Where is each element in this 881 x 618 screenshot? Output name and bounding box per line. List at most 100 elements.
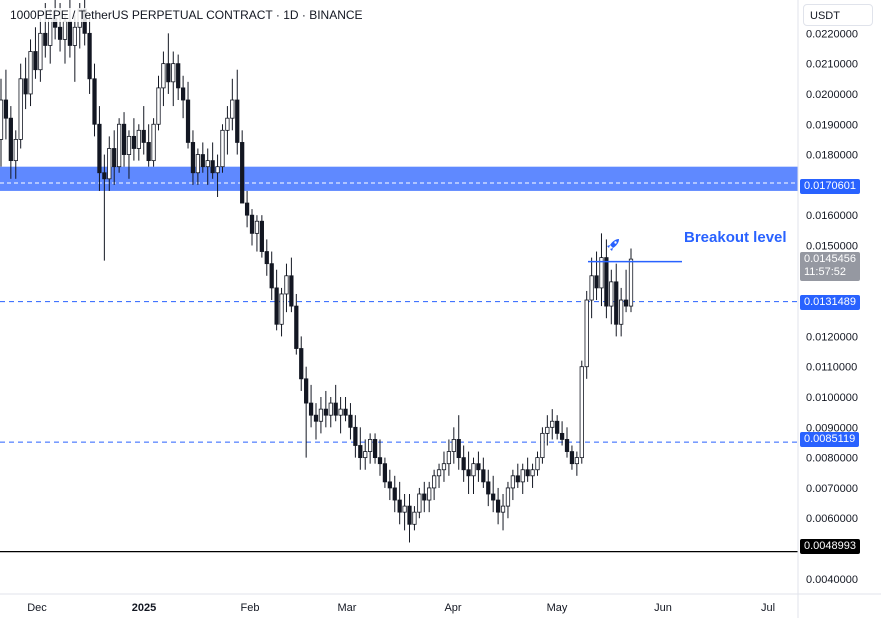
candle-body-105 [515,475,520,483]
candle-body-55 [269,263,274,289]
candle-body-104 [510,475,515,489]
candle-body-107 [525,469,530,477]
candle-body-78 [382,463,388,483]
candle-body-48 [235,99,240,143]
y-tick-label-5: 0.0160000 [806,210,858,222]
candle-body-44 [215,166,220,174]
candle-body-114 [559,432,565,440]
candle-body-30 [146,142,151,162]
candle-body-112 [550,420,555,428]
candle-body-73 [358,445,363,459]
candle-body-63 [308,402,314,416]
candle-body-87 [427,487,432,501]
candle-body-82 [402,505,407,513]
y-tick-label-9: 0.0100000 [806,392,858,404]
candle-body-59 [289,275,294,307]
candle-body-27 [131,135,137,149]
y-tick-label-7: 0.0120000 [806,331,858,343]
candle-body-21 [102,172,107,180]
x-tick-label-2: Feb [241,602,260,614]
candle-body-60 [294,305,299,349]
candle-body-25 [121,123,127,155]
candle-body-47 [230,99,235,119]
candle-body-97 [476,463,481,471]
candle-body-111 [545,426,550,434]
currency-selector[interactable]: USDT [803,4,873,26]
candle-body-85 [417,493,422,513]
level-price-tag-1: 0.0131489 [800,295,860,310]
candle-body-122 [599,257,604,289]
candle-body-9 [43,32,48,46]
candle-body-53 [259,220,264,252]
candle-body-18 [87,32,92,80]
candle-body-49 [240,142,245,204]
candle-body-115 [564,439,570,452]
candle-body-29 [141,129,146,143]
candle-body-54 [264,251,269,265]
candle-body-91 [446,451,452,465]
candle-body-10 [48,17,53,46]
candle-body-65 [318,408,324,422]
candle-body-64 [313,414,319,422]
candle-body-121 [594,275,599,289]
y-tick-label-2: 0.0200000 [806,89,858,101]
candle-body-4 [18,78,23,140]
rocket-icon [604,236,622,257]
candle-body-57 [279,293,284,325]
candle-body-22 [107,148,112,180]
candle-body-124 [609,281,614,307]
candle-body-72 [353,426,358,446]
candle-body-89 [436,469,442,477]
candle-body-128 [628,258,634,307]
candle-body-28 [136,129,141,149]
candle-body-126 [619,299,624,325]
candle-body-116 [569,451,575,465]
zone-price-tag: 0.0170601 [800,179,860,194]
y-tick-label-6: 0.0150000 [806,240,858,252]
candle-body-26 [126,135,132,155]
candle-body-34 [166,63,171,83]
candle-body-103 [505,487,511,507]
candle-body-0 [0,99,4,140]
candle-body-66 [323,408,328,416]
candle-body-13 [62,20,68,40]
candle-body-99 [486,481,491,495]
candle-body-12 [57,26,63,40]
candle-body-31 [151,123,156,162]
candle-body-40 [195,154,200,174]
candle-body-79 [387,481,392,489]
candle-body-88 [432,475,437,489]
candle-body-1 [3,99,9,119]
candle-body-15 [72,26,77,46]
x-tick-label-5: May [547,602,568,614]
candle-body-120 [589,275,594,301]
candle-body-80 [392,487,397,501]
current-price-countdown: 11:57:52 [804,266,847,278]
candle-body-84 [412,511,417,525]
y-tick-label-0: 0.0220000 [806,28,858,40]
candle-body-36 [176,63,181,89]
y-tick-label-13: 0.0060000 [806,513,858,525]
candle-body-41 [200,154,205,168]
candle-body-50 [244,202,250,216]
candle-body-20 [97,123,102,174]
candle-body-75 [368,439,373,452]
y-tick-label-1: 0.0210000 [806,59,858,71]
candle-body-92 [451,439,456,452]
candle-body-108 [530,469,535,477]
x-tick-label-0: Dec [27,602,47,614]
y-tick-label-12: 0.0070000 [806,483,858,495]
candle-body-45 [220,129,225,168]
current-price-tag: 0.0145456 11:57:52 [800,252,860,281]
candle-body-106 [520,469,525,483]
candle-body-39 [190,142,196,174]
candle-body-117 [574,457,579,465]
candle-body-127 [623,299,629,307]
rocket-icon-shape [607,239,619,251]
candle-body-74 [363,451,368,459]
candle-body-102 [500,505,506,513]
candle-body-123 [604,257,609,307]
x-tick-label-3: Mar [338,602,357,614]
candle-body-100 [491,493,496,501]
